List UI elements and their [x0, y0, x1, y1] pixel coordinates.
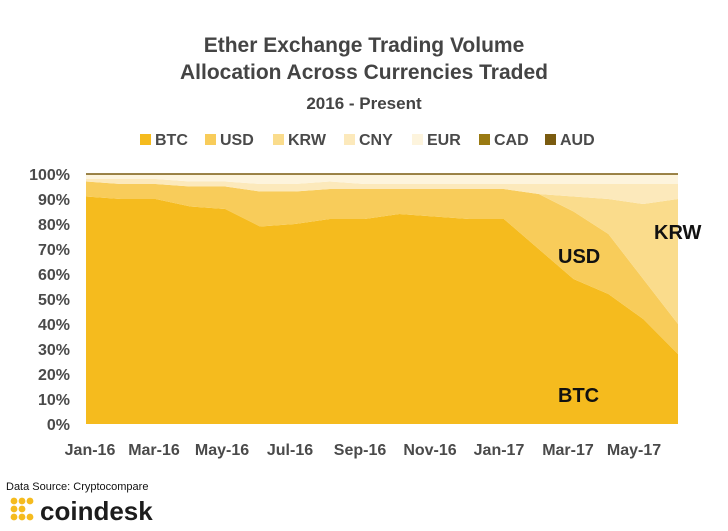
annotation-usd: USD: [558, 246, 600, 268]
legend-swatch: [344, 134, 355, 145]
legend-item-btc: BTC: [140, 132, 188, 149]
x-tick-label: Jan-17: [474, 442, 525, 459]
y-tick-label: 100%: [29, 167, 70, 184]
annotation-btc: BTC: [558, 385, 599, 407]
annotations: KRW USD BTC: [558, 222, 702, 407]
legend-label: AUD: [560, 132, 595, 149]
legend-item-eur: EUR: [412, 132, 461, 149]
x-tick-label: Nov-16: [403, 442, 456, 459]
y-tick-label: 60%: [38, 267, 70, 284]
legend-swatch: [412, 134, 423, 145]
chart-title-line1: Ether Exchange Trading Volume: [204, 34, 525, 57]
legend-label: CNY: [359, 132, 393, 149]
legend-item-cny: CNY: [344, 132, 393, 149]
legend: BTC USD KRW CNY EUR CAD AUD: [140, 132, 595, 149]
x-tick-label: Mar-17: [542, 442, 594, 459]
y-axis: 0% 10% 20% 30% 40% 50% 60% 70% 80% 90% 100%: [29, 167, 70, 434]
chart-subtitle: 2016 - Present: [306, 94, 422, 113]
series-area-cny: [86, 179, 678, 204]
chart-title-line2: Allocation Across Currencies Traded: [180, 61, 548, 84]
series-area-btc: [86, 196, 678, 424]
legend-item-aud: AUD: [545, 132, 595, 149]
legend-item-usd: USD: [205, 132, 254, 149]
data-source: Data Source: Cryptocompare: [6, 481, 148, 493]
series-area-usd: [86, 181, 678, 354]
legend-item-cad: CAD: [479, 132, 529, 149]
legend-swatch: [205, 134, 216, 145]
y-tick-label: 50%: [38, 292, 70, 309]
x-tick-label: Jul-16: [267, 442, 313, 459]
y-tick-label: 10%: [38, 392, 70, 409]
legend-swatch: [545, 134, 556, 145]
legend-label: KRW: [288, 132, 327, 149]
legend-swatch: [273, 134, 284, 145]
coindesk-logo-icon: [10, 497, 34, 521]
legend-label: EUR: [427, 132, 461, 149]
legend-swatch: [140, 134, 151, 145]
legend-swatch: [479, 134, 490, 145]
legend-item-krw: KRW: [273, 132, 327, 149]
annotation-krw: KRW: [654, 222, 702, 244]
y-tick-label: 80%: [38, 217, 70, 234]
y-tick-label: 0%: [47, 417, 70, 434]
plot-area: [86, 174, 678, 424]
brand-name: coindesk: [40, 496, 153, 526]
series-area-eur: [86, 174, 678, 184]
y-tick-label: 40%: [38, 317, 70, 334]
x-tick-label: Jan-16: [65, 442, 116, 459]
x-tick-label: May-17: [607, 442, 661, 459]
y-tick-label: 90%: [38, 192, 70, 209]
x-tick-label: Mar-16: [128, 442, 180, 459]
x-tick-label: May-16: [195, 442, 249, 459]
legend-label: USD: [220, 132, 254, 149]
y-tick-label: 20%: [38, 367, 70, 384]
legend-label: CAD: [494, 132, 529, 149]
x-axis: Jan-16 Mar-16 May-16 Jul-16 Sep-16 Nov-16 Jan-…: [65, 442, 662, 459]
x-tick-label: Sep-16: [334, 442, 387, 459]
legend-label: BTC: [155, 132, 188, 149]
y-tick-label: 70%: [38, 242, 70, 259]
y-tick-label: 30%: [38, 342, 70, 359]
